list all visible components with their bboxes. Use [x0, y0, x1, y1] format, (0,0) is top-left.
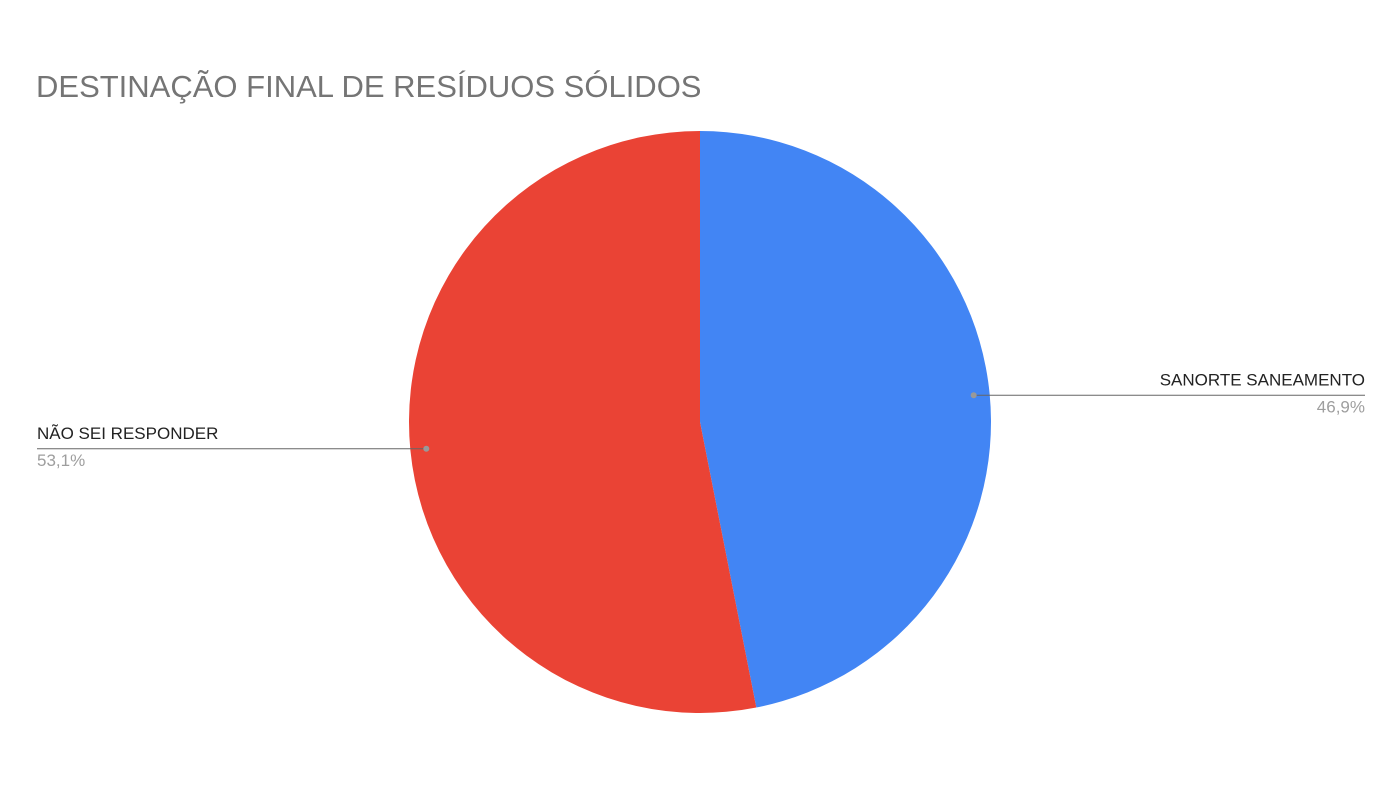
pie-slice: [700, 131, 991, 708]
chart-title: DESTINAÇÃO FINAL DE RESÍDUOS SÓLIDOS: [36, 69, 702, 104]
slice-value-label: 53,1%: [37, 451, 85, 470]
pie-slice: [408, 131, 757, 713]
slice-value-label: 46,9%: [1317, 398, 1365, 417]
slice-label: NÃO SEI RESPONDER: [37, 424, 218, 443]
leader-dot: [970, 392, 977, 399]
slice-label: SANORTE SANEAMENTO: [1160, 371, 1365, 390]
leader-dot: [423, 445, 430, 452]
